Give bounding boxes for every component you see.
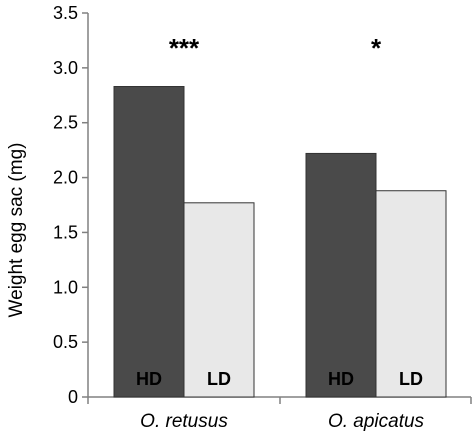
x-axis — [87, 396, 472, 404]
y-axis-title: Weight egg sac (mg) — [6, 143, 27, 318]
significance-marker: *** — [169, 33, 200, 63]
bar-ld — [183, 202, 255, 398]
y-tick-label: 2.5 — [53, 113, 78, 133]
bars — [113, 86, 447, 398]
bar-ld — [375, 190, 447, 398]
bar-series-label: LD — [399, 369, 423, 389]
y-tick-label: 0 — [68, 387, 78, 407]
y-tick-label: 1.5 — [53, 222, 78, 242]
y-axis: 0 0.5 1.0 1.5 2.0 2.5 3.0 3.5 — [53, 3, 89, 407]
y-tick-label: 3.0 — [53, 58, 78, 78]
bar-series-label: HD — [328, 369, 354, 389]
bar-hd — [113, 86, 185, 398]
x-category-label: O. apicatus — [328, 411, 425, 432]
y-tick-label: 1.0 — [53, 277, 78, 297]
x-category-label: O. retusus — [140, 411, 228, 432]
y-tick-label: 3.5 — [53, 3, 78, 23]
y-tick-label: 0.5 — [53, 332, 78, 352]
significance-marker: * — [371, 33, 382, 63]
y-tick-label: 2.0 — [53, 168, 78, 188]
bar-series-label: LD — [207, 369, 231, 389]
labels: HD LD O. retusus *** HD LD O. apicatus * — [136, 33, 425, 432]
bar-series-label: HD — [136, 369, 162, 389]
bar-hd — [305, 152, 377, 398]
